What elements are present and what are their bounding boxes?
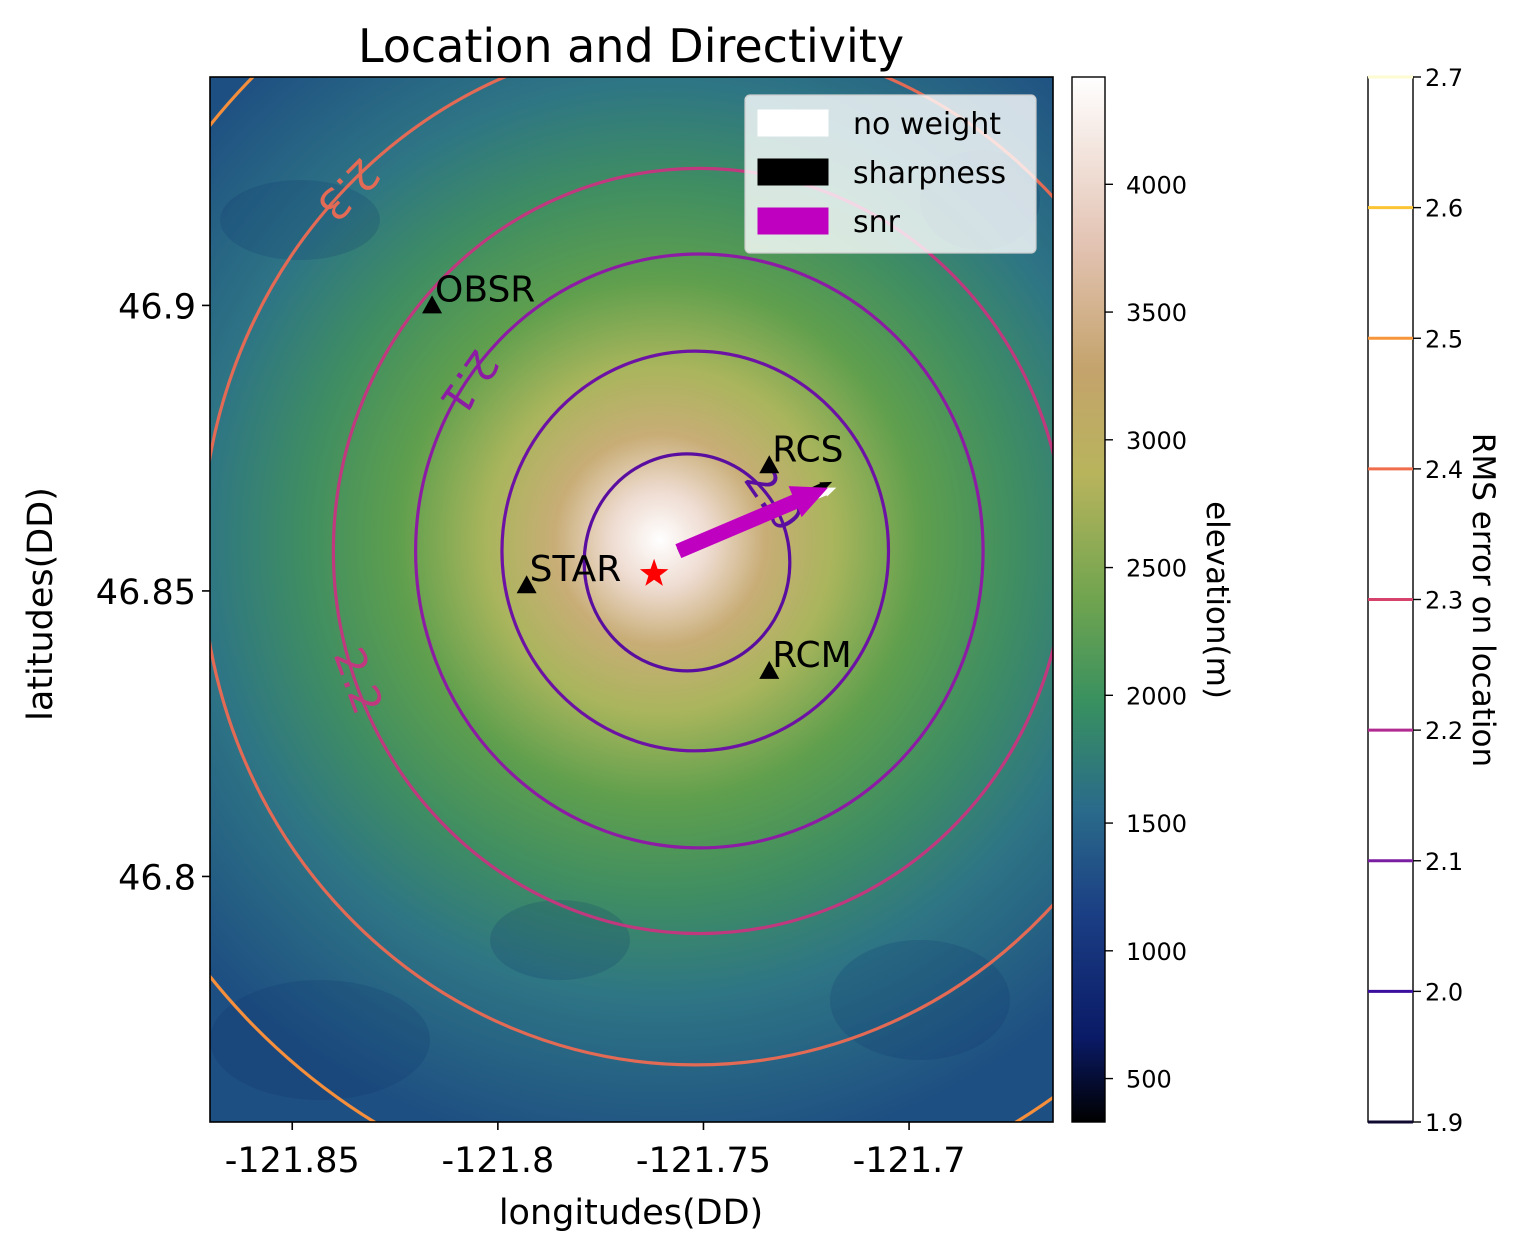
station-label-rcs: RCS — [772, 429, 843, 470]
location-star — [639, 558, 669, 586]
rms-tick-label: 2.4 — [1425, 456, 1463, 484]
station-marker-obsr — [422, 295, 443, 314]
x-axis-ticks: -121.85 -121.8 -121.75 -121.7 — [225, 1122, 966, 1181]
rms-tick-label: 2.0 — [1425, 978, 1463, 1006]
legend-entries: no weight sharpness snr — [757, 107, 1006, 240]
contour-line-4 — [210, 77, 1053, 1067]
legend-label-sharpness: sharpness — [853, 156, 1006, 191]
station-label-star: STAR — [530, 549, 622, 590]
y-tick-label: 46.8 — [118, 858, 196, 898]
elevation-tick-label: 1500 — [1126, 810, 1187, 838]
x-axis-label: longitudes(DD) — [499, 1193, 763, 1233]
elevation-colorbar-gradient — [1071, 76, 1106, 1123]
station-label-rcm: RCM — [772, 635, 851, 676]
arrow-snr — [675, 486, 828, 559]
elevation-tick-label: 2000 — [1126, 682, 1187, 710]
legend-swatch-snr — [757, 207, 829, 235]
rms-colorbar-ticks: 1.9 2.0 2.1 2.2 2.3 2.4 2.5 2.6 2.7 — [1413, 64, 1463, 1137]
x-tick-label: -121.85 — [225, 1141, 360, 1181]
elevation-tick-label: 4000 — [1126, 171, 1187, 199]
elevation-colorbar-label: elevation(m) — [1199, 501, 1235, 699]
station-marker-rcs — [759, 455, 780, 474]
x-tick-label: -121.75 — [636, 1141, 771, 1181]
rms-colorbar: 1.9 2.0 2.1 2.2 2.3 2.4 2.5 2.6 2.7 RMS error on… — [1367, 64, 1501, 1137]
contour-line-1 — [500, 349, 891, 753]
y-tick-label: 46.85 — [96, 573, 196, 613]
x-tick-label: -121.8 — [441, 1141, 554, 1181]
legend-label-no-weight: no weight — [853, 107, 1001, 142]
rms-tick-label: 2.6 — [1425, 195, 1463, 223]
legend-swatch-sharpness — [757, 158, 829, 186]
event-location — [639, 558, 669, 586]
y-axis-label: latitudes(DD) — [21, 487, 61, 721]
rms-tick-label: 2.2 — [1425, 717, 1463, 745]
contour-line-0 — [582, 452, 792, 673]
contour-line-3 — [331, 166, 1053, 936]
station-marker-star — [516, 575, 537, 594]
station-marker-rcm — [759, 660, 780, 679]
y-axis-ticks: 46.8 46.85 46.9 — [96, 287, 210, 898]
rms-tick-label: 2.1 — [1425, 848, 1463, 876]
rms-colorbar-label: RMS error on location — [1465, 433, 1501, 767]
contour-lines — [210, 77, 1053, 1122]
legend: no weight sharpness snr — [744, 94, 1037, 254]
elevation-tick-label: 1000 — [1126, 938, 1187, 966]
directivity-arrows — [675, 481, 837, 559]
rms-tick-label: 2.7 — [1425, 64, 1463, 92]
rms-tick-label: 2.5 — [1425, 325, 1463, 353]
rms-tick-label: 1.9 — [1425, 1109, 1463, 1137]
plot-frame — [209, 76, 1054, 1123]
rms-tick-label: 2.3 — [1425, 587, 1463, 615]
elevation-tick-label: 500 — [1126, 1066, 1172, 1094]
legend-label-snr: snr — [853, 205, 901, 240]
y-tick-label: 46.9 — [118, 287, 196, 327]
contour-line-2 — [414, 252, 985, 850]
elevation-tick-label: 3000 — [1126, 427, 1187, 455]
chart-title: Location and Directivity — [358, 19, 904, 73]
elevation-colorbar-ticks: 500 1000 1500 2000 2500 3000 3500 4000 — [1105, 171, 1187, 1094]
elevation-tick-label: 2500 — [1126, 555, 1187, 583]
x-tick-label: -121.7 — [853, 1141, 966, 1181]
legend-swatch-no-weight — [757, 109, 829, 137]
elevation-tick-label: 3500 — [1126, 299, 1187, 327]
station-label-obsr: OBSR — [435, 269, 535, 310]
elevation-colorbar: 500 1000 1500 2000 2500 3000 3500 4000 elevatio… — [1071, 76, 1235, 1123]
rms-colorbar-lines — [1368, 75, 1413, 1124]
stations: OBSR RCS STAR RCM — [422, 269, 852, 679]
